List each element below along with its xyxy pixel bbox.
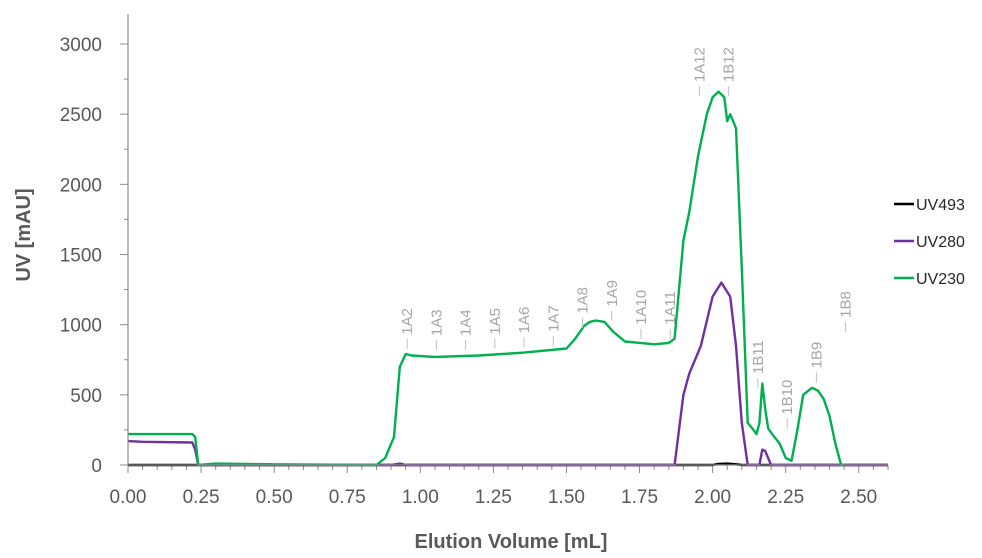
- series-line-uv230: [128, 90, 845, 467]
- fraction-label: 1A5: [487, 308, 504, 335]
- x-tick-label: 0.00: [110, 487, 147, 508]
- fraction-label: 1A12: [691, 47, 708, 82]
- fraction-label: 1A7: [545, 305, 562, 332]
- x-tick-label: 1.00: [402, 487, 439, 508]
- axis-ticks: [120, 43, 889, 473]
- y-tick-labels: 0 500 1000 1500 2000 2500 3000: [60, 35, 102, 477]
- x-tick-label: 2.50: [840, 487, 877, 508]
- y-tick-label: 3000: [60, 35, 102, 56]
- fraction-label: 1A11: [662, 291, 679, 325]
- y-tick-label: 1000: [60, 316, 102, 337]
- x-axis-title: Elution Volume [mL]: [415, 531, 608, 553]
- fraction-label: 1A10: [633, 290, 650, 325]
- x-tick-label: 2.25: [767, 487, 804, 508]
- fraction-label: 1A8: [575, 287, 592, 314]
- x-tick-label: 1.25: [475, 487, 512, 508]
- x-tick-label: 0.50: [256, 487, 293, 508]
- x-tick-label: 2.00: [694, 487, 731, 508]
- series-lines: [127, 90, 888, 467]
- fraction-label: 1B12: [721, 47, 738, 82]
- fraction-label: 1A4: [458, 309, 475, 336]
- y-tick-label: 2500: [60, 105, 102, 126]
- fraction-label: 1A9: [604, 280, 621, 307]
- y-tick-label: 2000: [60, 175, 102, 196]
- x-tick-label: 1.50: [548, 487, 585, 508]
- y-axis-title: UV [mAU]: [13, 188, 35, 281]
- fraction-label: 1A2: [399, 308, 416, 335]
- fraction-label: 1A6: [516, 307, 533, 334]
- x-tick-label: 1.75: [621, 487, 658, 508]
- legend-label: UV280: [916, 234, 965, 251]
- x-tick-label: 0.75: [329, 487, 366, 508]
- y-tick-label: 1500: [60, 246, 102, 267]
- fraction-labels: 1A2 1A3 1A4 1A5 1A6 1A7 1A8 1A9 1A10 1A11 1A12 1B12…: [399, 47, 855, 429]
- fraction-label: 1B10: [779, 380, 796, 415]
- legend-label: UV493: [916, 197, 965, 214]
- y-tick-label: 0: [91, 456, 102, 477]
- y-tick-label: 500: [70, 386, 102, 407]
- legend: UV493 UV280 UV230: [894, 197, 965, 288]
- legend-label: UV230: [916, 271, 965, 288]
- fraction-label: 1B8: [838, 291, 855, 318]
- fraction-label: 1B11: [750, 340, 767, 374]
- fraction-label: 1A3: [428, 309, 445, 336]
- x-tick-labels: 0.00 0.25 0.50 0.75 1.00 1.25 1.50 1.75 2.00 2.25…: [110, 487, 878, 508]
- fraction-label: 1B9: [808, 342, 825, 369]
- x-tick-label: 0.25: [183, 487, 220, 508]
